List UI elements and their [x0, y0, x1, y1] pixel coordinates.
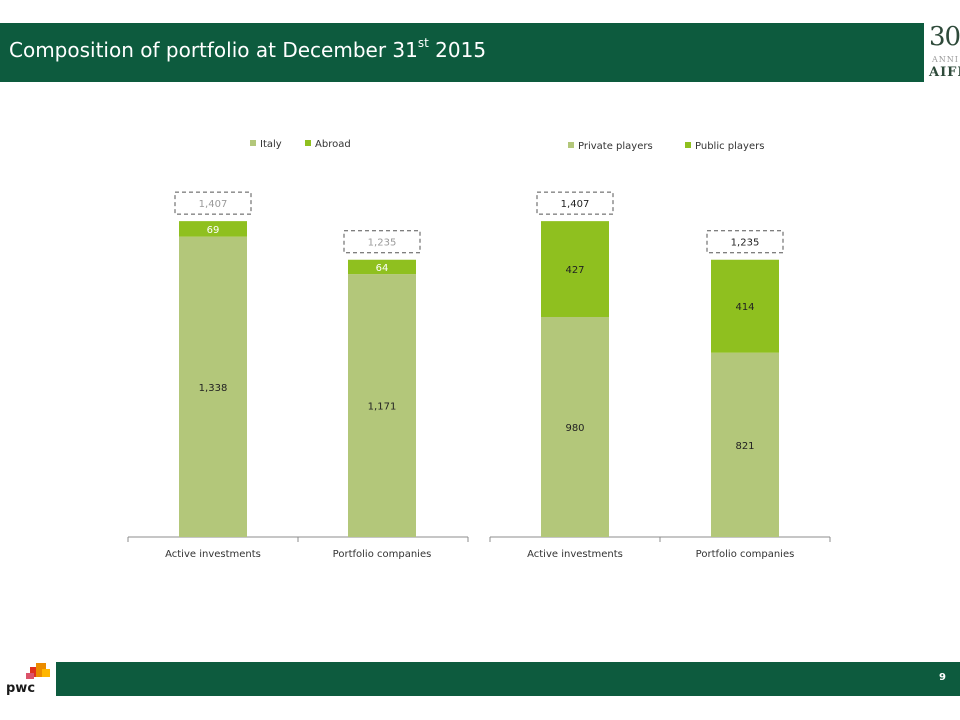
legend-label: Public players	[695, 141, 764, 152]
legend-swatch	[305, 140, 311, 146]
chart-private-public: Private players Public players 980 427 1,407…	[489, 141, 831, 560]
chart-italy-abroad: Italy Abroad 1,338 69 1,407 Active investment…	[127, 139, 469, 560]
total-label: 1,407	[561, 199, 590, 210]
x-tick-label: Active investments	[527, 549, 623, 560]
page-title: Composition of portfolio at December 31s…	[9, 36, 487, 62]
data-label: 414	[735, 302, 754, 313]
data-label: 821	[735, 441, 754, 452]
total-label: 1,235	[731, 238, 760, 249]
bar-segment	[541, 316, 609, 537]
data-label: 427	[565, 265, 584, 276]
pwc-wordmark: pwc	[6, 681, 36, 696]
logo-subtitle: ANNI	[932, 55, 959, 64]
data-label: 980	[565, 423, 584, 434]
data-label: 1,171	[368, 402, 397, 413]
title-superscript: st	[417, 36, 429, 51]
total-box	[706, 230, 784, 254]
total-box	[174, 191, 252, 215]
bar-segment	[711, 352, 779, 537]
data-label: 64	[376, 263, 389, 274]
total-box	[536, 191, 614, 215]
page-number: 9	[939, 672, 946, 683]
bar-segment	[179, 236, 247, 537]
footer-bar: 9	[56, 662, 960, 696]
legend-label: Italy	[260, 139, 282, 150]
bar-segment	[348, 274, 416, 537]
x-tick-label: Portfolio companies	[696, 549, 795, 560]
x-tick-label: Portfolio companies	[333, 549, 432, 560]
total-label: 1,235	[368, 238, 397, 249]
logo-number: 30	[929, 22, 960, 52]
legend-label: Private players	[578, 141, 653, 152]
title-bar	[0, 23, 924, 82]
total-label: 1,407	[199, 199, 228, 210]
legend-swatch	[568, 142, 574, 148]
bar-segment	[541, 221, 609, 317]
pwc-mark-icon	[26, 663, 50, 679]
legend-label: Abroad	[315, 139, 351, 150]
x-tick-label: Active investments	[165, 549, 261, 560]
legend-swatch	[685, 142, 691, 148]
legend-swatch	[250, 140, 256, 146]
bar-segment	[179, 221, 247, 237]
bar-segment	[711, 259, 779, 353]
bar-segment	[348, 259, 416, 275]
pwc-logo: pwc	[6, 663, 50, 697]
total-box	[343, 230, 421, 254]
data-label: 1,338	[199, 383, 228, 394]
data-label: 69	[207, 225, 220, 236]
